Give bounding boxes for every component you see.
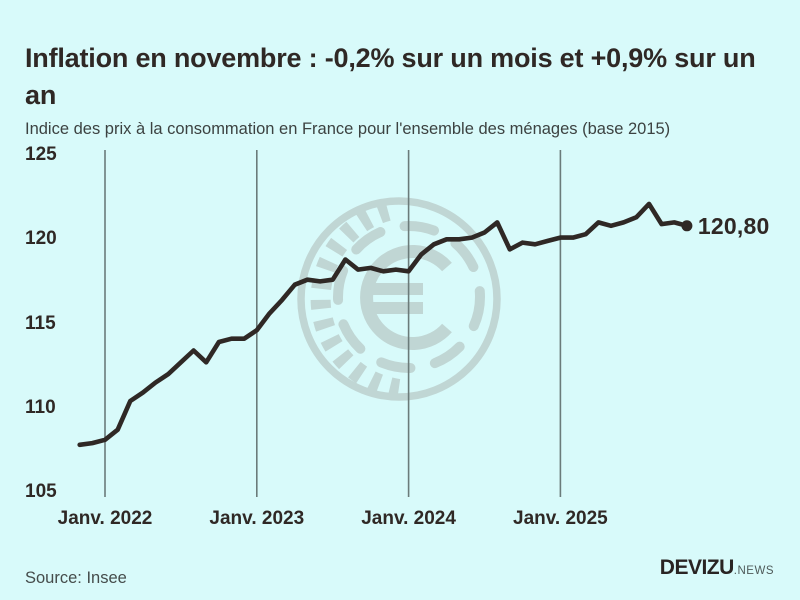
euro-coin-watermark: [297, 197, 501, 401]
y-tick-label: 120: [25, 228, 57, 250]
cpi-line-series: [77, 201, 690, 448]
euro-symbol-arc: [360, 245, 452, 350]
logo-suffix: .NEWS: [733, 565, 774, 577]
last-value-label: 120,80: [697, 212, 770, 239]
x-tick-label: Janv. 2022: [57, 508, 153, 529]
y-tick-label: 125: [25, 144, 57, 165]
coin-notched-edge: [310, 201, 401, 399]
chart-subtitle: Indice des prix à la consommation en Fra…: [25, 119, 671, 138]
source-credit: Source: Insee: [25, 568, 127, 587]
x-tick-label: Janv. 2025: [513, 508, 608, 529]
last-point-marker: [681, 220, 693, 232]
x-tick-label: Janv. 2023: [209, 508, 305, 529]
y-tick-label: 105: [25, 481, 57, 502]
page-title: Inflation en novembre : -0,2% sur un moi…: [25, 43, 756, 111]
logo-name: DEVIZU: [659, 556, 735, 579]
x-tick-label: Janv. 2024: [361, 508, 456, 529]
y-tick-label: 115: [25, 312, 56, 334]
y-tick-label: 110: [25, 396, 56, 418]
coin-outer-circle: [297, 197, 501, 401]
devizu-logo: DEVIZU .NEWS: [660, 556, 774, 580]
